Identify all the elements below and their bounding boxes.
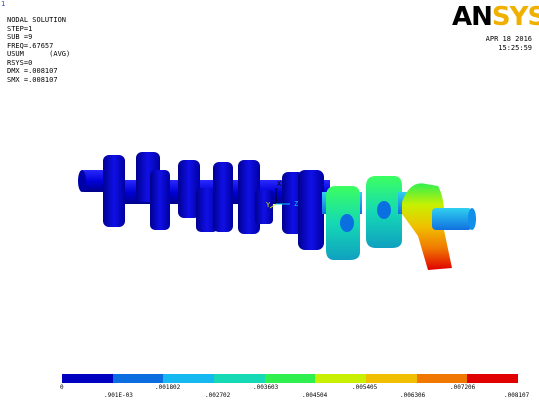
crank-web [298,170,324,250]
legend-band [214,374,265,383]
coordinate-triad-icon: X Y Z [266,180,298,209]
time-text: 15:25:59 [498,43,532,52]
crank-web [196,188,218,232]
legend-band [467,374,519,383]
crank-web [255,190,273,224]
legend-tick-label: 0 [60,384,64,391]
solution-info: NODAL SOLUTION STEP=1 SUB =9 FREQ=.67657… [7,16,70,84]
window-number: 1 [1,0,6,8]
info-line: RSYS=0 [7,58,33,67]
legend-band [366,374,417,383]
legend-tick-label: .002702 [205,392,231,399]
info-line: FREQ=.67657 [7,41,54,50]
triad-z-label: Z [294,200,298,208]
date-text: APR 18 2016 [485,35,532,43]
contour-legend-bar [62,374,519,383]
legend-tick-label: .007206 [450,384,476,391]
info-line: NODAL SOLUTION [7,16,67,24]
crank-web [103,155,125,227]
crankshaft-model[interactable]: X Y Z [0,0,539,370]
legend-tick-label: .008107 [504,392,530,399]
legend-tick-label: .001802 [155,384,181,391]
ansys-logo: ANSYS [452,2,539,32]
info-line: USUM (AVG) [7,50,71,58]
legend-tick-label: .901E-03 [104,392,133,399]
legend-band [416,374,468,383]
deformed-crank-tip [402,183,452,270]
crank-web [150,170,170,230]
triad-y-label: Y [266,201,271,209]
legend-band [62,374,113,383]
info-line: STEP=1 [7,24,33,33]
legend-tick-label: .003603 [253,384,279,391]
legend-tick-label: .005405 [352,384,378,391]
shaft-end-right [432,208,472,230]
crank-web [178,160,200,218]
legend-band [163,374,215,383]
legend-tick-label: .006306 [400,392,426,399]
info-line: SMX =.008107 [7,75,58,84]
triad-x-label: X [277,180,282,188]
crank-web [238,160,260,234]
info-line: SUB =9 [7,33,33,41]
info-line: DMX =.008107 [7,67,58,75]
legend-band [264,374,316,383]
legend-tick-label: .004504 [302,392,328,399]
timestamp: APR 18 2016 15:25:59 [486,35,532,52]
legend-band [112,374,164,383]
legend-band [315,374,367,383]
crank-web [213,162,233,232]
